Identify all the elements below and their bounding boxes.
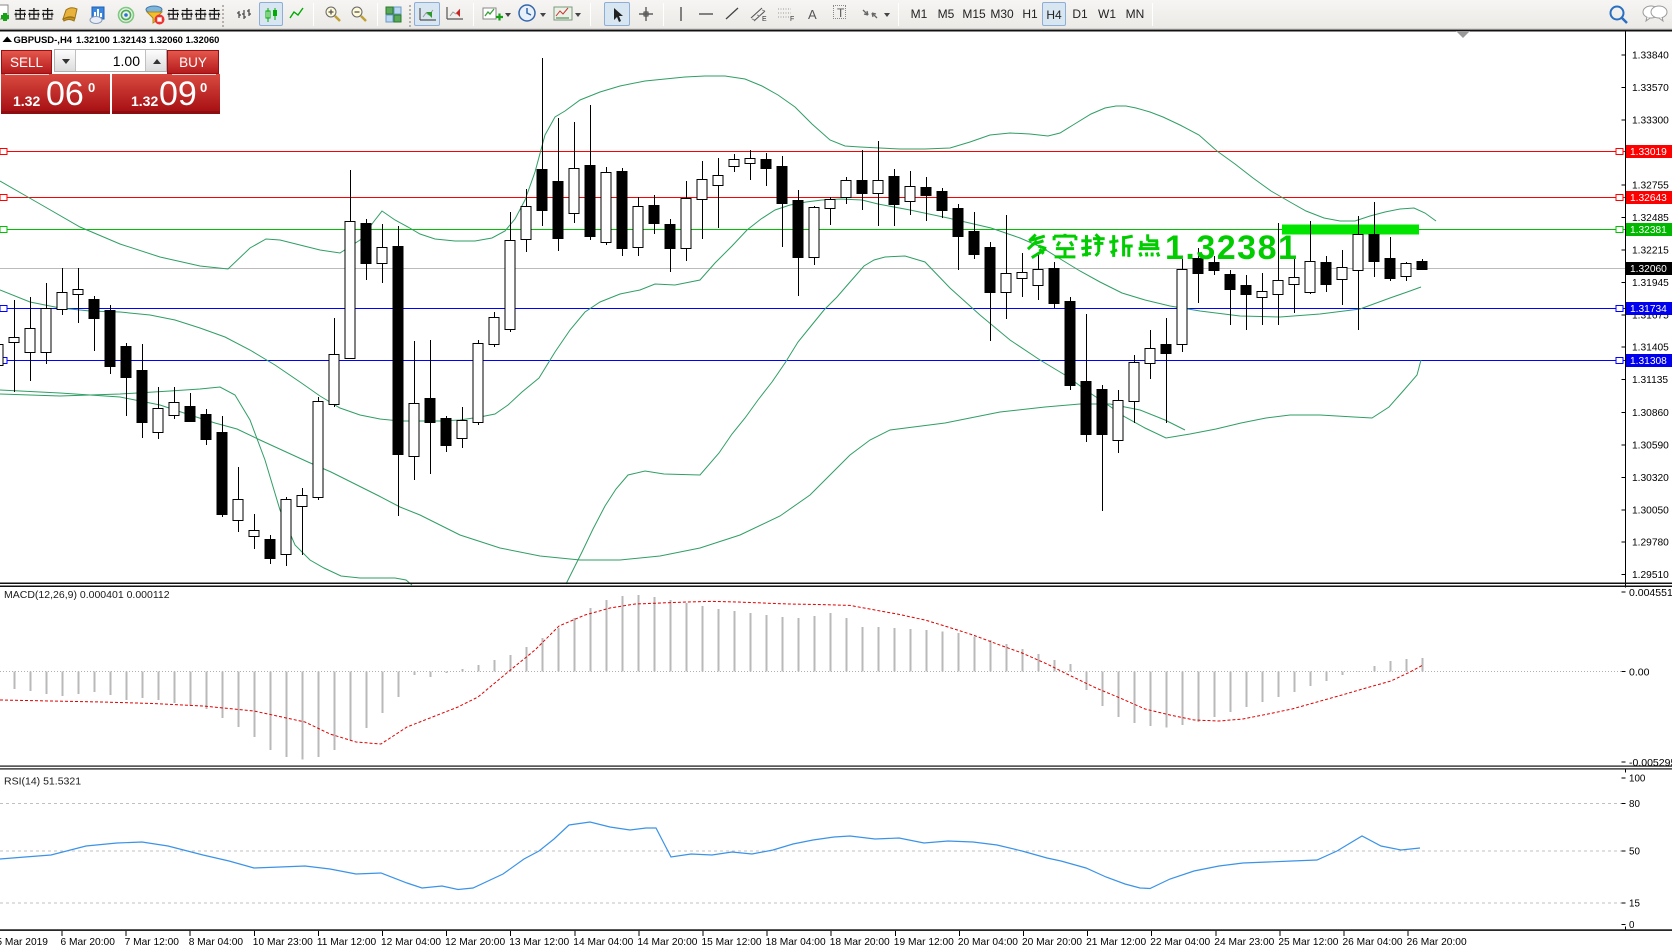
svg-text:1.31675: 1.31675 — [1632, 310, 1669, 321]
svg-text:1.33019: 1.33019 — [1630, 147, 1667, 158]
svg-text:1.32381: 1.32381 — [1165, 229, 1298, 267]
svg-text:26 Mar 20:00: 26 Mar 20:00 — [1407, 937, 1467, 948]
svg-text:1.31945: 1.31945 — [1632, 278, 1669, 289]
svg-text:15 Mar 12:00: 15 Mar 12:00 — [702, 937, 762, 948]
svg-text:14 Mar 20:00: 14 Mar 20:00 — [637, 937, 697, 948]
svg-text:12 Mar 20:00: 12 Mar 20:00 — [445, 937, 505, 948]
svg-text:1.31405: 1.31405 — [1632, 343, 1669, 354]
svg-text:1.32100 1.32143 1.32060 1.3206: 1.32100 1.32143 1.32060 1.32060 — [76, 34, 219, 45]
svg-text:10 Mar 23:00: 10 Mar 23:00 — [253, 937, 313, 948]
svg-text:7 Mar 12:00: 7 Mar 12:00 — [125, 937, 180, 948]
svg-text:1.31135: 1.31135 — [1632, 375, 1668, 386]
svg-text:1.30050: 1.30050 — [1632, 505, 1669, 516]
svg-text:E: E — [762, 16, 767, 22]
svg-text:1.30320: 1.30320 — [1632, 473, 1669, 484]
svg-text:18 Mar 20:00: 18 Mar 20:00 — [830, 937, 890, 948]
svg-text:1.32215: 1.32215 — [1632, 246, 1669, 257]
svg-text:-0.005295: -0.005295 — [1629, 757, 1672, 769]
svg-text:1.29510: 1.29510 — [1632, 570, 1669, 581]
svg-text:1.33300: 1.33300 — [1632, 115, 1669, 126]
svg-text:1.30590: 1.30590 — [1632, 441, 1669, 452]
svg-text:8 Mar 04:00: 8 Mar 04:00 — [189, 937, 244, 948]
svg-text:19 Mar 12:00: 19 Mar 12:00 — [894, 937, 954, 948]
svg-text:25 Mar 12:00: 25 Mar 12:00 — [1278, 937, 1338, 948]
svg-text:1.32643: 1.32643 — [1630, 193, 1667, 204]
svg-text:24 Mar 23:00: 24 Mar 23:00 — [1214, 937, 1274, 948]
svg-text:12 Mar 04:00: 12 Mar 04:00 — [381, 937, 441, 948]
svg-text:1.31734: 1.31734 — [1630, 304, 1667, 315]
svg-text:RSI(14) 51.5321: RSI(14) 51.5321 — [4, 776, 81, 788]
svg-text:0.004551: 0.004551 — [1629, 587, 1672, 599]
svg-text:1.33570: 1.33570 — [1632, 83, 1669, 94]
svg-text:20 Mar 04:00: 20 Mar 04:00 — [958, 937, 1018, 948]
svg-text:1.33840: 1.33840 — [1632, 50, 1669, 61]
svg-text:22 Mar 04:00: 22 Mar 04:00 — [1150, 937, 1210, 948]
svg-text:MACD(12,26,9) 0.000401 0.00011: MACD(12,26,9) 0.000401 0.000112 — [4, 589, 170, 601]
svg-text:21 Mar 12:00: 21 Mar 12:00 — [1086, 937, 1146, 948]
svg-text:1.30860: 1.30860 — [1632, 408, 1669, 419]
svg-text:1.31308: 1.31308 — [1630, 356, 1667, 367]
svg-text:1.32485: 1.32485 — [1632, 213, 1669, 224]
svg-text:13 Mar 12:00: 13 Mar 12:00 — [509, 937, 569, 948]
svg-text:100: 100 — [1629, 774, 1646, 785]
svg-text:20 Mar 20:00: 20 Mar 20:00 — [1022, 937, 1082, 948]
svg-text:6 Mar 20:00: 6 Mar 20:00 — [61, 937, 116, 948]
svg-text:F: F — [790, 16, 794, 22]
svg-text:5 Mar 2019: 5 Mar 2019 — [0, 937, 48, 948]
svg-text:1.32755: 1.32755 — [1632, 181, 1669, 192]
svg-text:1.32060: 1.32060 — [1630, 264, 1667, 275]
svg-text:0.00: 0.00 — [1629, 667, 1650, 679]
svg-text:15: 15 — [1629, 899, 1640, 910]
svg-text:0: 0 — [1629, 920, 1635, 931]
svg-text:26 Mar 04:00: 26 Mar 04:00 — [1343, 937, 1403, 948]
svg-text:14 Mar 04:00: 14 Mar 04:00 — [573, 937, 633, 948]
svg-text:11 Mar 12:00: 11 Mar 12:00 — [317, 937, 377, 948]
svg-text:GBPUSD-,H4: GBPUSD-,H4 — [14, 35, 73, 46]
svg-text:1.32381: 1.32381 — [1630, 225, 1667, 236]
svg-text:50: 50 — [1629, 847, 1640, 858]
svg-text:80: 80 — [1629, 799, 1640, 810]
svg-text:1.29780: 1.29780 — [1632, 538, 1669, 549]
svg-text:18 Mar 04:00: 18 Mar 04:00 — [766, 937, 826, 948]
